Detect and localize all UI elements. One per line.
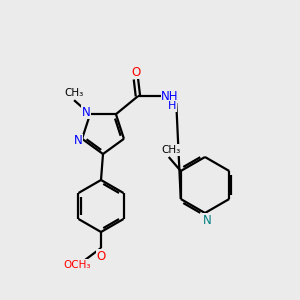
Text: OCH₃: OCH₃ <box>63 260 91 270</box>
Text: O: O <box>131 66 141 79</box>
Text: N: N <box>74 134 82 147</box>
Text: NH: NH <box>161 90 179 103</box>
Text: N: N <box>202 214 211 226</box>
Text: H: H <box>168 101 176 111</box>
Text: O: O <box>96 250 106 262</box>
Text: N: N <box>82 106 90 119</box>
Text: CH₃: CH₃ <box>64 88 84 98</box>
Text: CH₃: CH₃ <box>161 145 180 155</box>
